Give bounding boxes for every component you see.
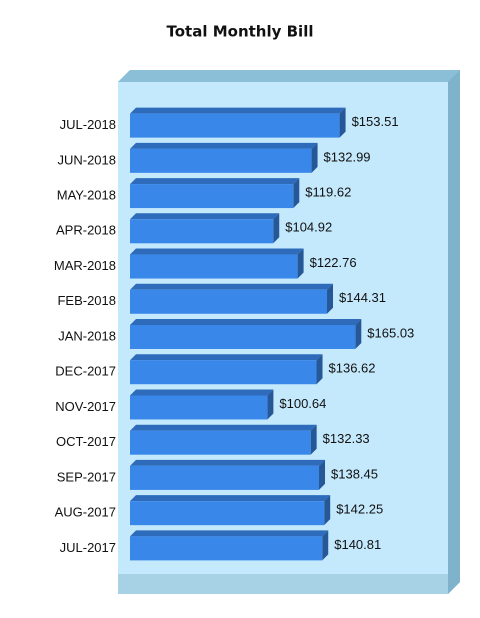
- y-tick-label: AUG-2017: [55, 505, 116, 520]
- bar: [130, 219, 274, 244]
- frame-side: [448, 70, 460, 594]
- y-tick-label: OCT-2017: [56, 434, 116, 449]
- chart-title: Total Monthly Bill: [167, 23, 314, 41]
- y-tick-label: NOV-2017: [55, 399, 116, 414]
- y-tick-label: JUL-2018: [60, 117, 116, 132]
- value-label: $165.03: [367, 325, 414, 340]
- value-label: $100.64: [279, 396, 326, 411]
- value-label: $132.33: [323, 431, 370, 446]
- y-tick-label: JAN-2018: [58, 328, 116, 343]
- bar-side: [327, 283, 334, 314]
- y-tick-label: MAR-2018: [54, 258, 116, 273]
- bar-top: [130, 142, 318, 149]
- bar-side: [311, 142, 318, 173]
- value-label: $136.62: [329, 361, 376, 376]
- value-label: $104.92: [285, 220, 332, 235]
- value-label: $122.76: [310, 255, 357, 270]
- bar-top: [130, 248, 304, 255]
- value-label: $138.45: [331, 466, 378, 481]
- bar: [130, 113, 340, 138]
- bar-top: [130, 283, 334, 290]
- bar-top: [130, 319, 362, 325]
- bar: [130, 430, 311, 455]
- value-label: $144.31: [339, 290, 386, 305]
- bar-top: [130, 389, 274, 396]
- value-label: $132.99: [324, 149, 371, 164]
- bar: [130, 501, 325, 526]
- y-tick-label: JUN-2018: [57, 152, 116, 167]
- y-tick-label: JUL-2017: [60, 540, 116, 555]
- y-tick-label: SEP-2017: [57, 469, 116, 484]
- bar-side: [316, 354, 323, 385]
- bar-top: [130, 530, 329, 537]
- bar-side: [322, 530, 329, 561]
- y-tick-label: APR-2018: [56, 223, 116, 238]
- frame-top: [118, 70, 460, 82]
- bar-top: [130, 354, 323, 361]
- bar-side: [297, 248, 304, 279]
- bar: [130, 395, 268, 420]
- bar-top: [130, 213, 280, 220]
- bar-top: [130, 459, 326, 466]
- bar-side: [339, 107, 346, 138]
- y-tick-label: MAY-2018: [57, 188, 116, 203]
- bar-side: [310, 424, 317, 455]
- bar-top: [130, 495, 331, 502]
- bar: [130, 184, 294, 209]
- bar-side: [355, 319, 362, 349]
- bar: [130, 148, 312, 173]
- bar-top: [130, 178, 300, 185]
- bar-top: [130, 107, 346, 114]
- bar-side: [273, 213, 280, 244]
- bar: [130, 289, 328, 314]
- bar: [130, 325, 356, 349]
- value-label: $119.62: [305, 185, 351, 200]
- bar-side: [267, 389, 274, 420]
- bar: [130, 360, 317, 385]
- bar-side: [324, 495, 331, 526]
- y-tick-label: FEB-2018: [57, 293, 116, 308]
- bar-top: [130, 424, 317, 431]
- bar: [130, 254, 298, 279]
- value-label: $140.81: [334, 537, 381, 552]
- frame-floor: [118, 574, 448, 594]
- value-label: $153.51: [352, 114, 399, 129]
- value-label: $142.25: [336, 502, 383, 517]
- y-tick-label: DEC-2017: [55, 364, 116, 379]
- bar-side: [293, 178, 300, 209]
- bar-side: [319, 459, 326, 490]
- bar: [130, 536, 323, 561]
- bar: [130, 465, 320, 490]
